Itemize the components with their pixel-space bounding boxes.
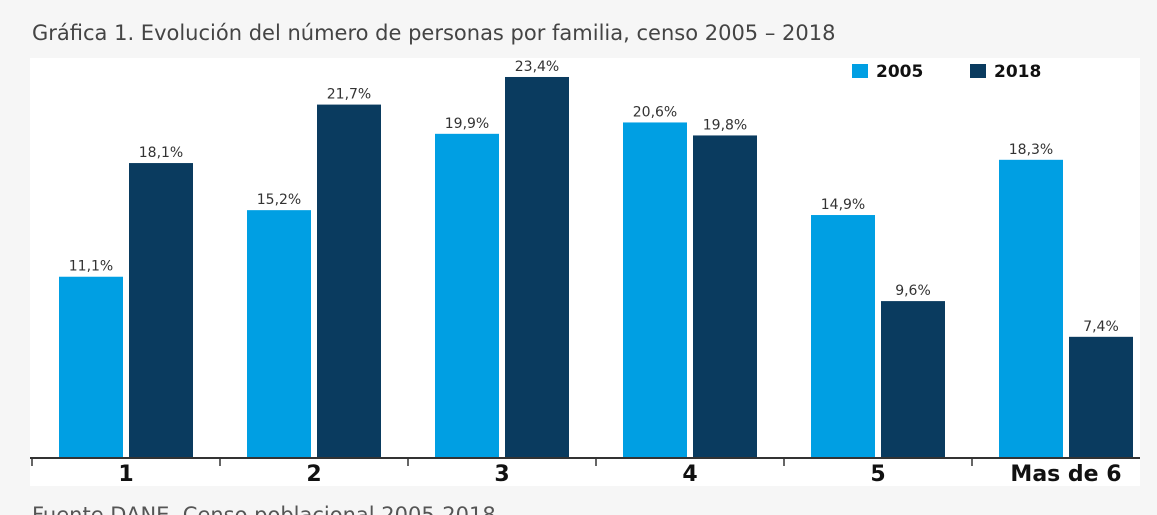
bar — [129, 163, 193, 457]
legend-swatch — [970, 64, 986, 78]
bar — [59, 276, 123, 457]
data-label: 19,9% — [445, 116, 489, 132]
data-label: 14,9% — [821, 197, 865, 213]
plot-background — [30, 58, 1140, 486]
data-label: 9,6% — [895, 283, 931, 299]
source-note: Fuente DANE, Censo poblacional 2005-2018 — [32, 503, 496, 515]
legend-label: 2005 — [876, 62, 923, 82]
bar — [693, 135, 757, 457]
data-label: 11,1% — [69, 259, 113, 275]
data-label: 15,2% — [257, 192, 301, 208]
x-tick-label: 1 — [118, 462, 133, 487]
data-label: 23,4% — [515, 59, 559, 75]
bar — [1069, 336, 1133, 457]
bar — [247, 210, 311, 457]
bar — [505, 76, 569, 457]
bar — [811, 215, 875, 457]
x-tick-label: 3 — [494, 462, 509, 487]
bar — [999, 159, 1063, 458]
bar — [317, 104, 381, 457]
data-label: 18,1% — [139, 145, 183, 161]
x-tick-label: 4 — [682, 462, 697, 487]
data-label: 19,8% — [703, 117, 747, 133]
data-label: 7,4% — [1083, 319, 1119, 335]
x-tick-label: 5 — [870, 462, 885, 487]
legend-swatch — [852, 64, 868, 78]
bar — [435, 133, 499, 457]
chart-title: Gráfica 1. Evolución del número de perso… — [32, 21, 835, 45]
x-tick-label: Mas de 6 — [1010, 462, 1121, 487]
data-label: 18,3% — [1009, 142, 1053, 158]
x-tick-label: 2 — [306, 462, 321, 487]
legend-label: 2018 — [994, 62, 1041, 82]
data-label: 20,6% — [633, 104, 677, 120]
bar — [881, 301, 945, 457]
data-label: 21,7% — [327, 87, 371, 103]
bar — [623, 122, 687, 458]
